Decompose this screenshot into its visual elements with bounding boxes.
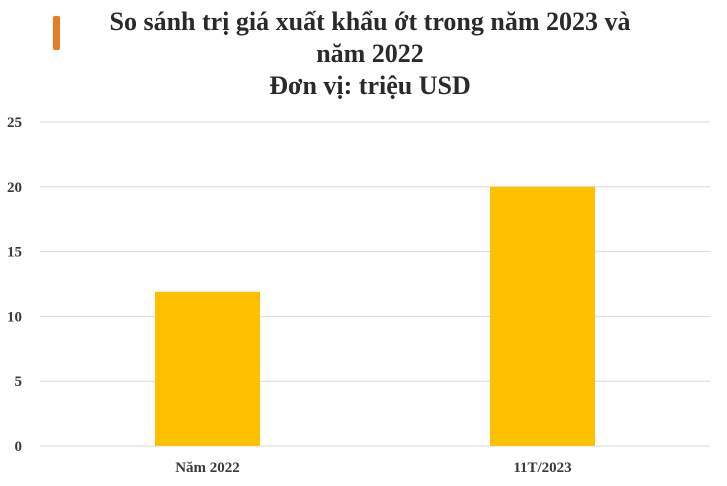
bar-1 <box>490 186 595 447</box>
y-tick-label: 15 <box>7 245 22 261</box>
y-tick-label: 10 <box>7 309 22 325</box>
bars <box>155 186 595 447</box>
y-tick-label: 20 <box>7 180 22 196</box>
y-tick-label: 25 <box>7 115 22 131</box>
title-accent-bar <box>53 16 60 50</box>
category-label: 11T/2023 <box>513 460 571 476</box>
bar-0 <box>155 291 260 446</box>
category-label: Năm 2022 <box>175 460 240 476</box>
y-axis-ticks: 0 5 10 15 20 25 <box>7 115 22 455</box>
gridlines <box>40 121 710 447</box>
chart-title-line-1: So sánh trị giá xuất khẩu ớt trong năm 2… <box>109 7 631 36</box>
chart-title: So sánh trị giá xuất khẩu ớt trong năm 2… <box>70 6 670 102</box>
chart-title-line-2: năm 2022 <box>316 39 424 68</box>
x-axis-categories: Năm 2022 11T/2023 <box>175 460 571 476</box>
y-tick-label: 0 <box>15 439 23 455</box>
y-tick-label: 5 <box>15 374 23 390</box>
chart-title-line-3: Đơn vị: triệu USD <box>269 71 471 100</box>
